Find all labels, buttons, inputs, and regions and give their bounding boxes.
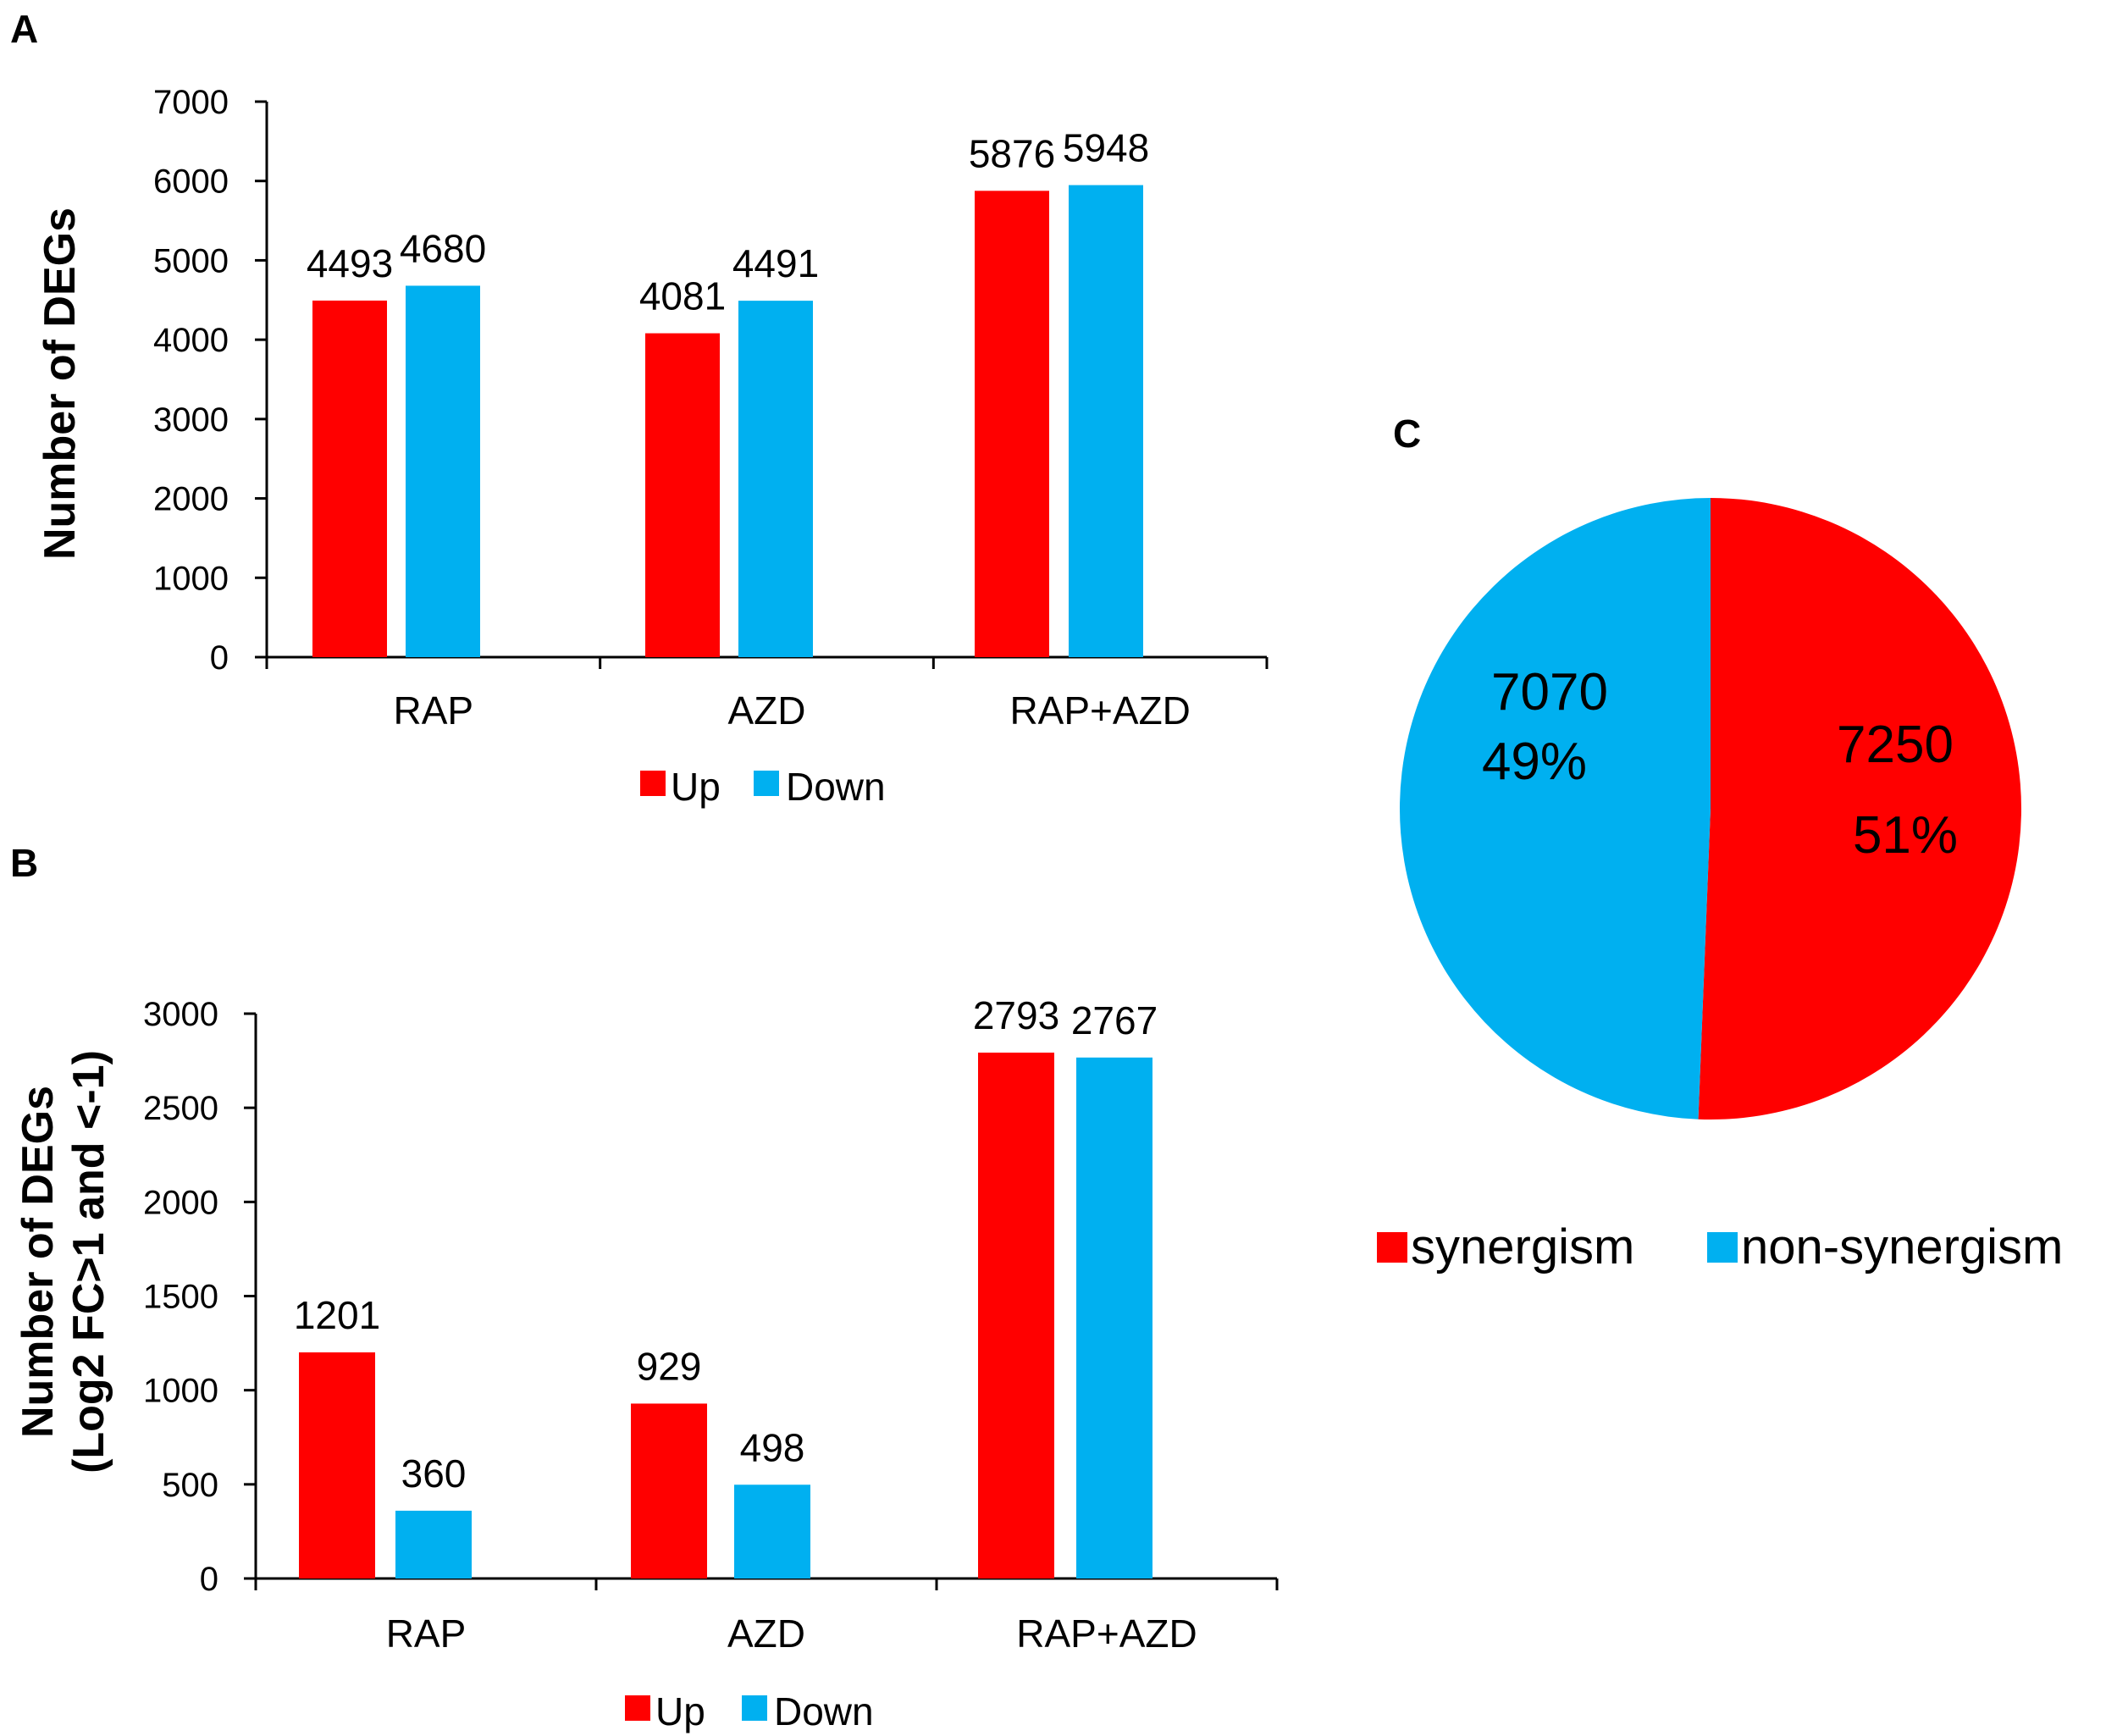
pie-slice-non-synergism — [1399, 498, 1711, 1120]
chart-a-category-label: AZD — [728, 688, 806, 733]
pie-slice-synergism — [1698, 498, 2021, 1120]
pie-legend-synergism-swatch — [1377, 1232, 1407, 1263]
chart-b-bar-up — [299, 1352, 375, 1578]
chart-a-y-tick-label: 2000 — [153, 481, 229, 518]
chart-b-category-label: AZD — [727, 1612, 805, 1656]
chart-a-y-tick-label: 7000 — [153, 84, 229, 121]
chart-a-legend-up-swatch — [640, 771, 666, 796]
chart-b-y-tick-label: 500 — [162, 1467, 218, 1504]
chart-b-legend-down-label: Down — [774, 1689, 874, 1733]
chart-b-y-tick-label: 3000 — [143, 996, 218, 1033]
chart-b-bar-up — [978, 1053, 1054, 1578]
chart-b-y-tick-label: 2500 — [143, 1090, 218, 1127]
chart-a: Number of DEGs 0 1000 2000 3000 4000 5000 6000… — [36, 84, 1269, 809]
chart-c: 7250 51% 7070 49% synergism non-synergis… — [1377, 498, 2063, 1274]
chart-a-bar-down — [1069, 185, 1143, 658]
chart-a-bar-down — [738, 301, 813, 657]
chart-a-data-label: 5948 — [1063, 126, 1149, 170]
chart-b-legend: Up Down — [625, 1689, 874, 1733]
chart-b-y-tick-label: 0 — [200, 1561, 218, 1598]
panel-label-b: B — [10, 841, 38, 885]
pie-legend-synergism-label: synergism — [1411, 1219, 1634, 1274]
chart-b-legend-up-swatch — [625, 1695, 650, 1721]
chart-b-data-label: 2767 — [1071, 998, 1158, 1042]
pie-value-synergism: 7250 — [1837, 716, 1954, 774]
pie-percent-synergism: 51% — [1853, 806, 1958, 865]
chart-a-bar-down — [406, 285, 480, 657]
chart-a-legend-up-label: Up — [671, 765, 721, 809]
chart-a-legend-down-swatch — [754, 771, 779, 796]
chart-a-data-label: 4680 — [400, 226, 486, 270]
chart-b: Number of DEGs (Log2 FC>1 and <-1) 0 500 1… — [14, 993, 1279, 1733]
chart-b-category-label: RAP+AZD — [1016, 1612, 1197, 1656]
chart-b-legend-up-label: Up — [655, 1689, 705, 1733]
chart-a-y-tick-label: 5000 — [153, 242, 229, 279]
chart-c-legend: synergism non-synergism — [1377, 1219, 2063, 1274]
chart-b-y-tick-label: 1000 — [143, 1373, 218, 1410]
chart-b-data-label: 2793 — [973, 993, 1059, 1037]
chart-a-data-label: 5876 — [969, 131, 1055, 175]
chart-b-bar-up — [631, 1403, 707, 1578]
chart-a-legend: Up Down — [640, 765, 886, 809]
chart-b-data-label: 498 — [740, 1425, 805, 1469]
chart-a-y-tick-label: 3000 — [153, 401, 229, 439]
chart-b-category-label: RAP — [386, 1612, 467, 1656]
pie-percent-non-synergism: 49% — [1482, 733, 1587, 791]
panel-label-c: C — [1393, 412, 1421, 456]
chart-b-y-title-line2: (Log2 FC>1 and <-1) — [64, 1050, 113, 1473]
chart-b-data-label: 360 — [401, 1451, 467, 1496]
chart-a-data-label: 4493 — [307, 241, 393, 285]
chart-a-y-tick-label: 4000 — [153, 322, 229, 359]
chart-a-data-label: 4081 — [639, 274, 726, 318]
chart-a-bar-up — [975, 191, 1049, 658]
chart-a-y-tick-label: 1000 — [153, 560, 229, 597]
chart-b-data-label: 929 — [637, 1344, 702, 1388]
chart-a-data-label: 4491 — [732, 241, 819, 285]
chart-b-bar-down — [734, 1484, 810, 1578]
chart-a-legend-down-label: Down — [786, 765, 886, 809]
chart-a-y-tick-label: 6000 — [153, 163, 229, 201]
chart-a-y-title: Number of DEGs — [36, 207, 85, 560]
chart-b-y-title-line1: Number of DEGs — [14, 1086, 63, 1438]
chart-b-y-tick-label: 1500 — [143, 1279, 218, 1316]
chart-a-bar-up — [645, 333, 720, 657]
pie-legend-non-synergism-label: non-synergism — [1741, 1219, 2063, 1274]
chart-a-category-label: RAP+AZD — [1009, 688, 1190, 733]
chart-a-category-label: RAP — [394, 688, 474, 733]
chart-b-bar-down — [1076, 1057, 1152, 1578]
panel-label-a: A — [10, 7, 38, 51]
chart-b-data-label: 1201 — [294, 1293, 380, 1337]
chart-b-bar-down — [395, 1510, 472, 1578]
chart-a-bar-up — [312, 300, 387, 657]
chart-b-legend-down-swatch — [742, 1695, 767, 1721]
chart-a-y-tick-label: 0 — [210, 639, 229, 677]
pie-value-non-synergism: 7070 — [1491, 663, 1608, 721]
pie-legend-non-synergism-swatch — [1707, 1232, 1738, 1263]
chart-b-y-tick-label: 2000 — [143, 1184, 218, 1221]
